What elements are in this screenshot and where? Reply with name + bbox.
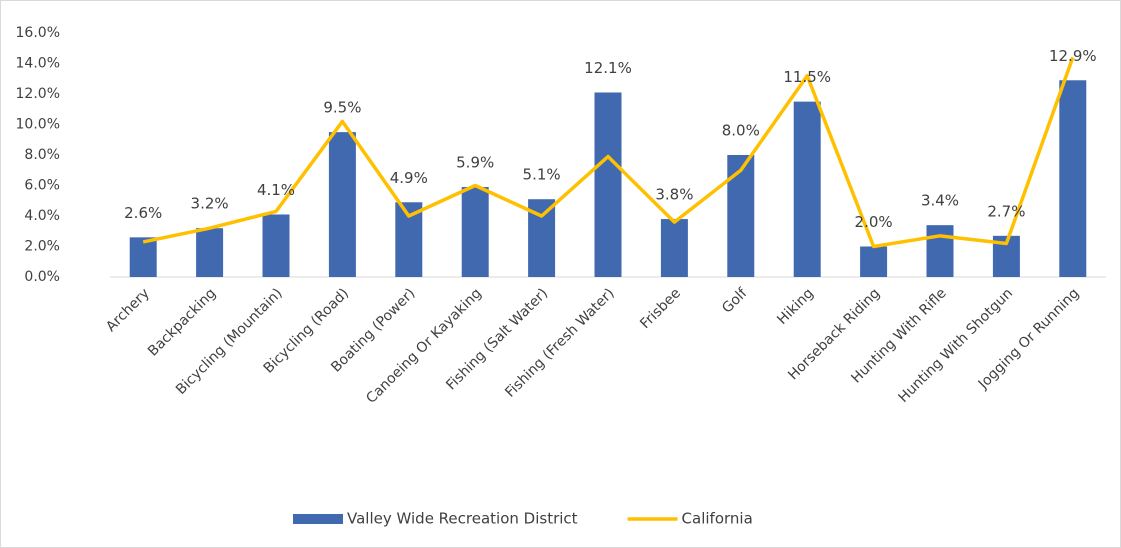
- legend-swatch: [293, 514, 343, 524]
- bar: [328, 132, 356, 277]
- data-label: 12.1%: [584, 59, 632, 77]
- bar: [793, 101, 821, 277]
- y-tick-label: 2.0%: [24, 239, 60, 255]
- y-tick-label: 0.0%: [24, 269, 60, 285]
- y-tick-label: 10.0%: [16, 117, 60, 133]
- data-label: 2.0%: [855, 213, 893, 231]
- data-label: 3.4%: [921, 192, 959, 210]
- y-tick-label: 16.0%: [16, 25, 60, 41]
- y-tick-label: 14.0%: [16, 56, 60, 72]
- bar: [262, 214, 290, 277]
- y-tick-label: 12.0%: [16, 86, 60, 102]
- data-label: 5.1%: [523, 166, 561, 184]
- data-label: 3.2%: [191, 195, 229, 213]
- line: [142, 56, 1075, 249]
- bar: [196, 228, 224, 277]
- bar: [594, 92, 622, 277]
- data-label: 4.9%: [390, 169, 428, 187]
- legend-label: Valley Wide Recreation District: [347, 510, 578, 528]
- bar: [1059, 80, 1087, 278]
- data-label: 11.5%: [783, 68, 831, 86]
- y-tick-label: 8.0%: [24, 147, 60, 163]
- data-label: 3.8%: [655, 186, 693, 204]
- bar: [860, 246, 888, 277]
- legend-label: California: [682, 510, 753, 528]
- y-tick-label: 4.0%: [24, 208, 60, 224]
- data-label: 9.5%: [323, 99, 361, 117]
- bar: [660, 219, 688, 277]
- data-label: 2.6%: [124, 204, 162, 222]
- bar: [461, 187, 489, 277]
- data-label: 4.1%: [257, 181, 295, 199]
- bar: [926, 225, 954, 277]
- bar: [727, 155, 755, 277]
- bar: [129, 237, 157, 277]
- y-tick-label: 6.0%: [24, 178, 60, 194]
- data-label: 5.9%: [456, 154, 494, 172]
- data-label: 12.9%: [1049, 47, 1097, 65]
- data-label: 8.0%: [722, 122, 760, 140]
- data-label: 2.7%: [987, 202, 1025, 220]
